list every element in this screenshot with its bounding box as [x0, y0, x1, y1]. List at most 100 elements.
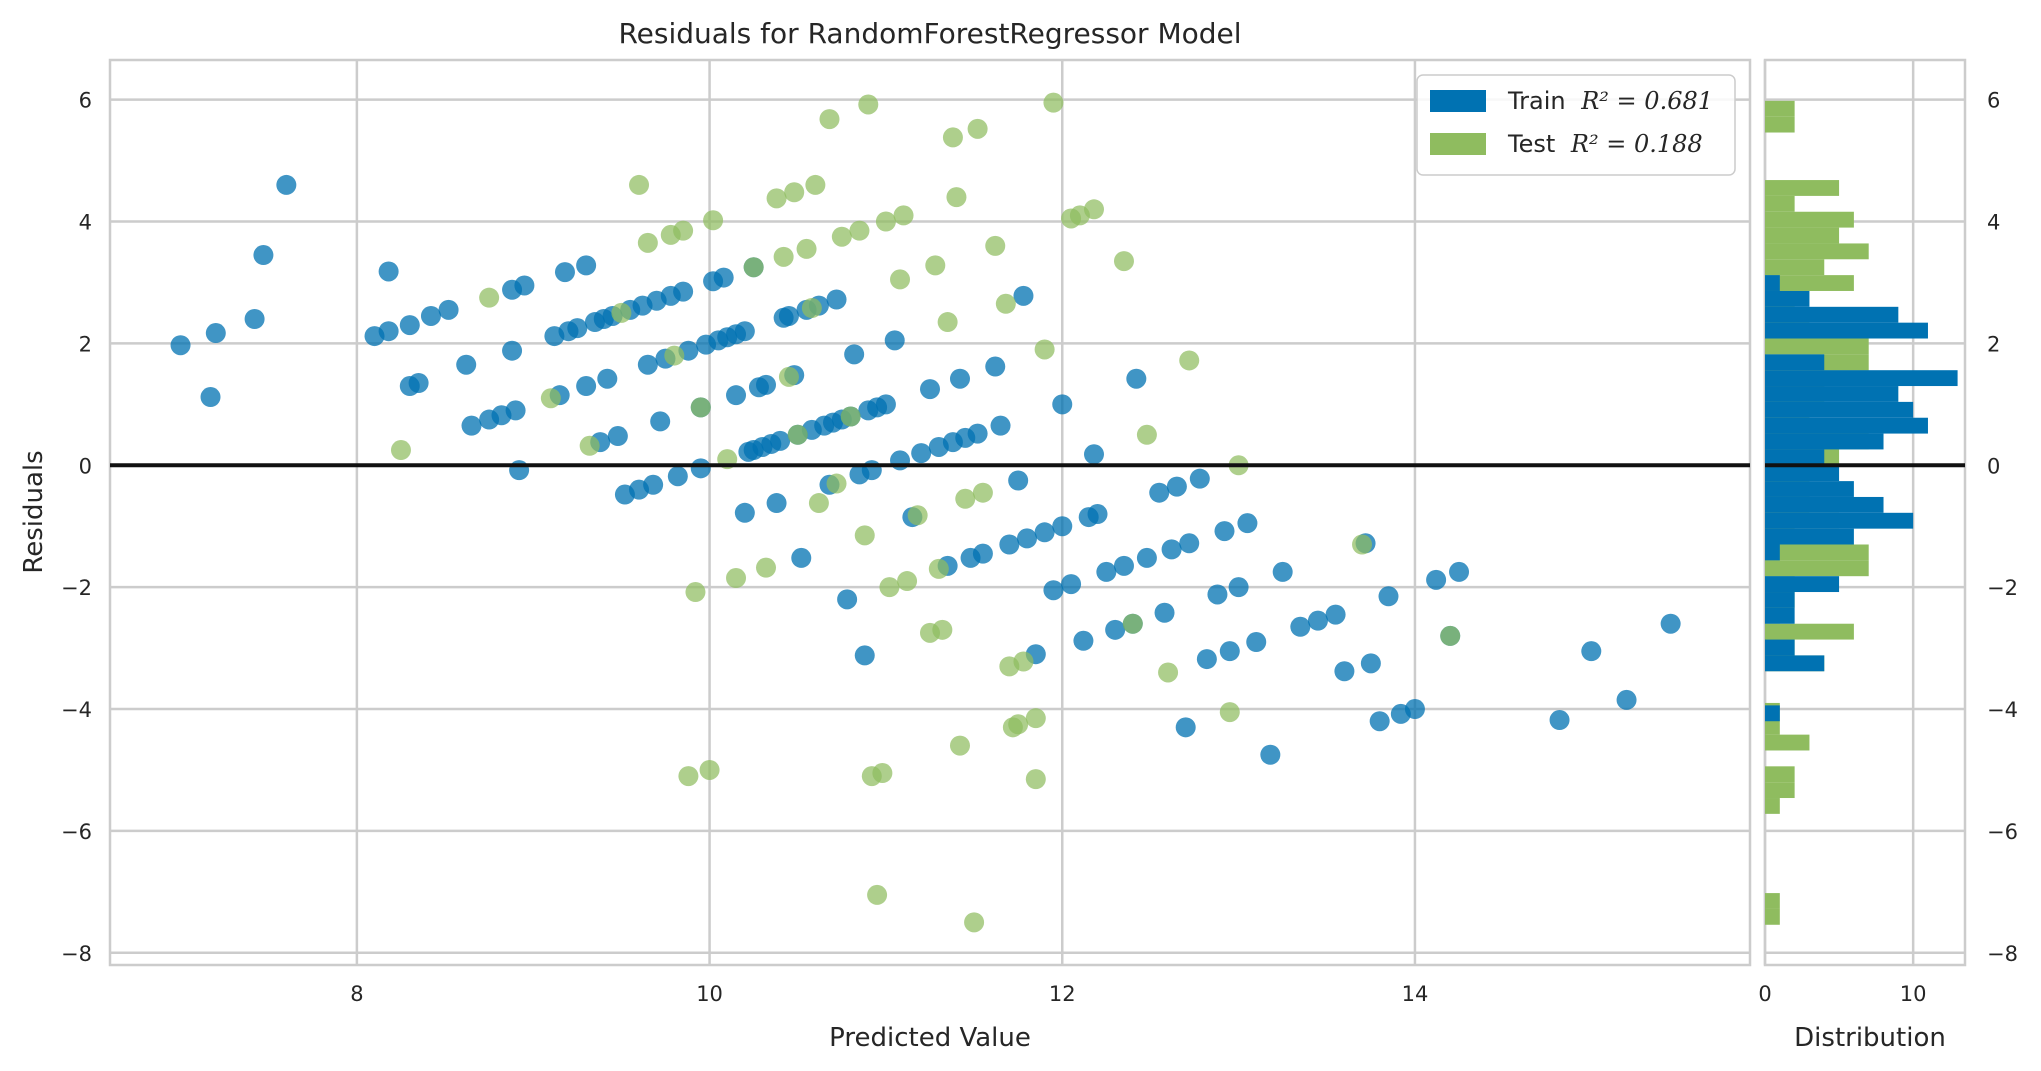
train-point [1105, 619, 1126, 640]
train-histogram-bar [1765, 481, 1854, 497]
legend-test-stat: R² = 0.188 [1570, 130, 1703, 158]
test-point [611, 302, 632, 323]
y-tick-label: 2 [79, 332, 92, 356]
train-point [1214, 521, 1235, 542]
test-histogram-bar [1765, 195, 1795, 212]
test-point [849, 220, 870, 241]
train-point [378, 321, 399, 342]
train-point [673, 281, 694, 302]
legend-train-swatch [1430, 90, 1486, 112]
test-point [967, 118, 988, 139]
train-point [244, 309, 265, 330]
train-point [1034, 522, 1055, 543]
train-point [1166, 476, 1187, 497]
test-point [1179, 350, 1200, 371]
test-point [579, 435, 600, 456]
train-point [972, 543, 993, 564]
train-point [756, 374, 776, 395]
test-point [766, 188, 787, 209]
train-point [567, 318, 588, 339]
train-histogram-bar [1765, 607, 1795, 624]
test-point [907, 505, 928, 526]
train-histogram-bar [1765, 592, 1795, 608]
test-histogram-bar [1765, 211, 1854, 228]
train-point [1013, 285, 1034, 306]
train-point [276, 174, 297, 195]
histogram-y-tick-labels: −8 −6 −4 −2 0 2 4 6 [1987, 89, 2018, 966]
train-point [420, 305, 441, 326]
histogram-y-tick-label: −8 [1987, 942, 2018, 966]
test-point [1219, 702, 1240, 723]
train-point [1189, 468, 1210, 489]
train-point [461, 415, 482, 436]
test-point [1122, 613, 1143, 634]
train-histogram-bar [1765, 386, 1899, 402]
train-histogram-bar [1765, 306, 1899, 323]
train-point [1237, 513, 1258, 534]
x-tick-label: 12 [1049, 982, 1076, 1006]
train-point [1404, 699, 1425, 720]
test-point [756, 557, 776, 578]
scatter-panel: 8 10 12 14 −8 −6 −4 −2 0 2 4 6 Residuals for Rando… [19, 17, 1752, 1053]
train-point [854, 645, 875, 666]
chart-title: Residuals for RandomForestRegressor Mode… [618, 17, 1241, 50]
train-point [726, 385, 747, 406]
legend: Train R² = 0.681 Test R² = 0.188 [1416, 74, 1736, 176]
test-point [867, 884, 888, 905]
train-point [1426, 569, 1447, 590]
train-histogram-bar [1765, 655, 1825, 672]
test-point [854, 525, 875, 546]
test-point [805, 174, 826, 195]
train-point [1179, 533, 1200, 554]
test-point [925, 255, 946, 276]
y-tick-label: −4 [61, 698, 92, 722]
train-point [1260, 744, 1281, 765]
legend-test-label: Test R² = 0.188 [1507, 130, 1703, 158]
train-point [1325, 604, 1346, 625]
train-point [1008, 470, 1029, 491]
test-histogram-bar [1765, 544, 1869, 561]
train-point [1149, 482, 1170, 503]
train-point [253, 245, 274, 266]
test-point [928, 558, 949, 579]
histogram-y-tick-label: 6 [1987, 89, 2000, 113]
test-histogram-bar [1765, 180, 1840, 196]
legend-train-stat: R² = 0.681 [1580, 87, 1713, 115]
train-point [791, 547, 812, 568]
test-point [1008, 714, 1029, 735]
test-point [784, 182, 805, 203]
test-point [629, 174, 650, 195]
test-point [690, 397, 711, 418]
train-point [1113, 555, 1134, 576]
test-point [1440, 625, 1461, 646]
train-point [734, 502, 755, 523]
train-point [637, 354, 658, 375]
x-tick-label: 10 [696, 982, 723, 1006]
test-point [1034, 339, 1055, 360]
train-point [990, 415, 1011, 436]
train-histogram-bar [1765, 512, 1914, 529]
test-point [1113, 251, 1134, 272]
train-histogram-bar [1765, 576, 1840, 593]
train-histogram-bar [1765, 354, 1825, 371]
train-point [844, 344, 865, 365]
train-histogram-bar [1765, 496, 1884, 513]
legend-test-prefix: Test [1507, 130, 1555, 158]
train-point [1360, 653, 1381, 674]
train-point [1052, 516, 1073, 537]
train-point [650, 411, 671, 432]
train-point [607, 426, 628, 447]
train-point [999, 534, 1020, 555]
x-axis-label: Predicted Value [829, 1023, 1031, 1053]
histogram-y-tick-label: 0 [1987, 454, 2000, 478]
train-point [1073, 630, 1094, 651]
legend-train-prefix: Train [1507, 87, 1566, 115]
test-point [972, 482, 993, 503]
test-point [678, 766, 699, 787]
train-point [1161, 539, 1182, 560]
x-tick-label: 8 [350, 982, 363, 1006]
train-histogram-bar [1765, 639, 1795, 656]
train-point [643, 474, 664, 495]
train-point [1334, 661, 1355, 682]
test-point [637, 232, 658, 253]
